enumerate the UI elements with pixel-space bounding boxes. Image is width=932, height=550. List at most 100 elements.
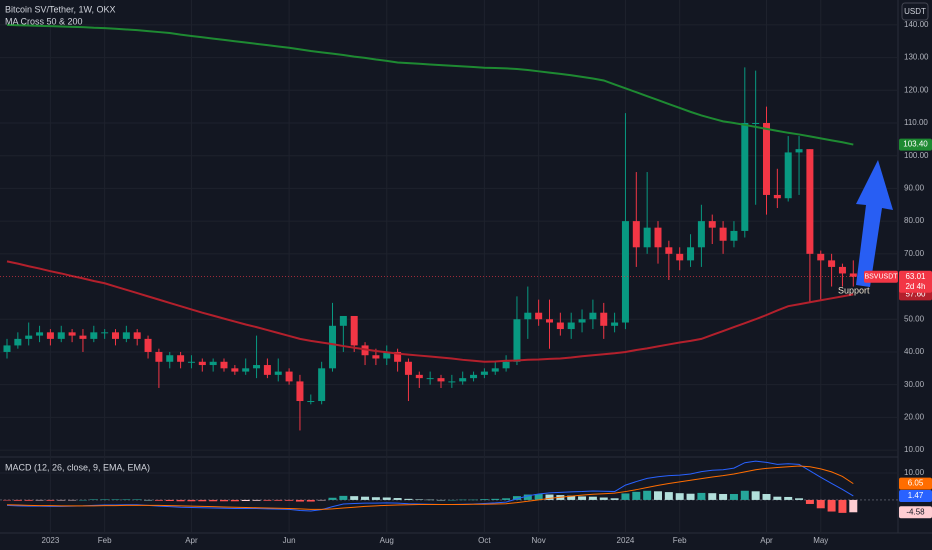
y-tick-label: 110.00 [904, 118, 928, 127]
histogram-bar [729, 493, 738, 500]
candle-body [90, 332, 98, 339]
candle-body [209, 361, 217, 366]
histogram-bar [317, 499, 326, 501]
candle-body [730, 230, 738, 241]
y-tick-label: 10.00 [904, 445, 925, 454]
currency-button[interactable] [901, 2, 929, 21]
moving-average [6, 260, 854, 363]
histogram-bar [708, 493, 717, 500]
histogram-bar [57, 499, 66, 501]
candle-body [329, 325, 336, 369]
candle-body [3, 345, 11, 352]
y-tick-label: 70.00 [904, 249, 925, 258]
histogram-bar [599, 497, 608, 500]
currency[interactable]: USDT [904, 7, 926, 16]
last-price-label: 63.01 [905, 272, 926, 281]
candle-body [459, 378, 467, 382]
candle-body [654, 227, 662, 248]
histogram-bar [621, 493, 630, 500]
histogram-bar [415, 499, 424, 500]
histogram-bar [393, 498, 402, 500]
histogram-bar [24, 499, 33, 501]
candle-body [795, 149, 803, 153]
x-tick-label: Apr [185, 536, 198, 545]
candle-body [253, 365, 261, 369]
candle-body [25, 335, 33, 339]
arrow [856, 160, 893, 287]
marks [0, 23, 898, 513]
histogram-bar [295, 499, 304, 502]
candle-body [665, 247, 673, 254]
candle-body [773, 194, 781, 199]
histogram-bar [274, 499, 283, 501]
y-tick-label: 50.00 [904, 314, 925, 323]
x-tick-label: Aug [380, 536, 394, 545]
candle-body [524, 312, 532, 320]
histogram-bar [46, 499, 55, 501]
candle-body [383, 351, 391, 359]
histogram-bar [664, 492, 673, 500]
y-tick-label: 20.00 [904, 412, 925, 421]
histogram-bar [176, 499, 185, 502]
candle-body [177, 355, 185, 362]
histogram-bar [491, 498, 500, 500]
histogram-bar [361, 496, 370, 500]
histogram-bar [187, 499, 196, 502]
histogram-bar [545, 494, 554, 500]
histogram-bar [100, 499, 109, 500]
price-tag [899, 506, 932, 519]
histogram-bar [610, 498, 619, 500]
histogram-bar [447, 499, 456, 501]
price-tag [899, 477, 932, 490]
candle-body [491, 368, 499, 372]
histogram-bar [512, 496, 521, 500]
candle-body [480, 371, 488, 375]
price-tag [899, 138, 932, 151]
x-tick-label: Nov [532, 536, 546, 545]
candle-body [79, 335, 87, 339]
candle-body [339, 315, 347, 326]
candle-body [307, 401, 315, 403]
histogram-bar [220, 499, 228, 502]
candle-body [122, 332, 130, 339]
histogram-bar [437, 499, 445, 501]
histogram-bar [404, 498, 413, 500]
candle-body [263, 365, 271, 375]
histogram-bar [241, 499, 250, 502]
candle-body [611, 322, 619, 326]
countdown: 2d 4h [905, 282, 925, 291]
price-tag-label: 6.05 [908, 479, 924, 488]
histogram-bar [35, 499, 44, 501]
candle-body [708, 221, 716, 228]
candle-body [600, 312, 608, 326]
candle-body [687, 247, 695, 261]
histogram-bar [523, 494, 532, 500]
y-tick-label: 130.00 [904, 53, 929, 62]
histogram-bar [426, 499, 435, 501]
candle-body [46, 332, 54, 339]
price-tag-label: 57.60 [905, 290, 926, 299]
candle-body [231, 368, 239, 372]
candle-body [274, 371, 282, 375]
moving-average [6, 23, 854, 146]
candle-body [144, 338, 152, 352]
price-tag-label: -4.58 [906, 507, 925, 516]
histogram-bar [827, 499, 836, 512]
x-tick-label: Oct [478, 536, 491, 545]
candle-body [448, 381, 456, 383]
chart-title: Bitcoin SV/Tether, 1W, OKX [5, 4, 116, 14]
histogram-bar [643, 490, 652, 500]
candle-body [763, 122, 770, 195]
histogram-bar [686, 493, 695, 500]
histogram-bar [198, 499, 207, 502]
candle-body [415, 374, 423, 379]
histogram-bar [762, 493, 771, 500]
candle-body [133, 332, 141, 339]
histogram-bar [654, 491, 662, 500]
histogram-bar [111, 499, 120, 500]
candle-body [806, 149, 814, 254]
candle-body [817, 253, 825, 261]
y-tick-label: 120.00 [904, 85, 929, 94]
